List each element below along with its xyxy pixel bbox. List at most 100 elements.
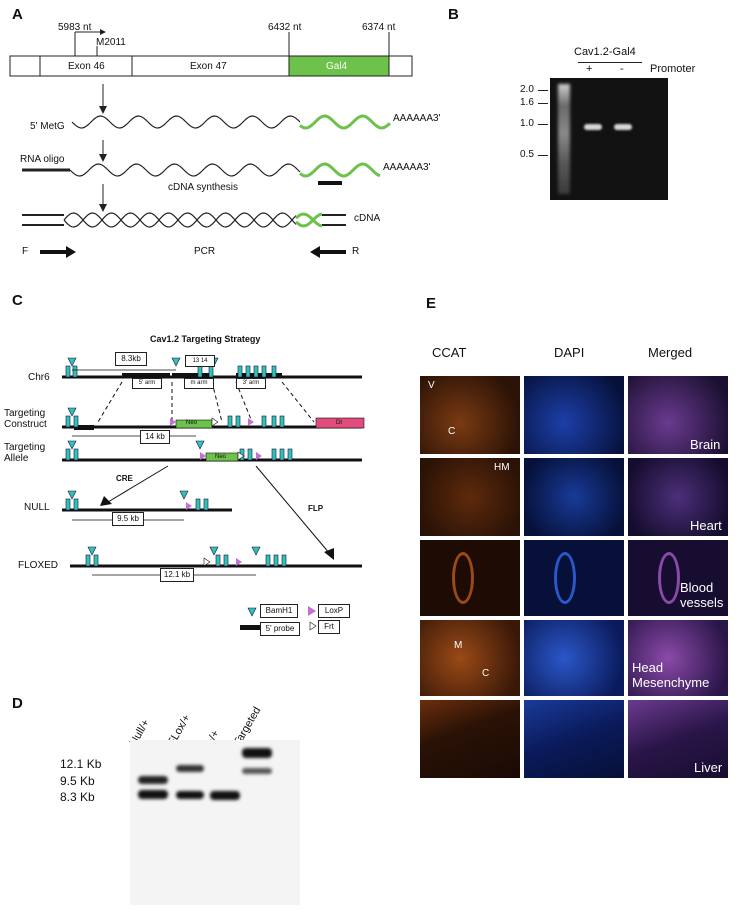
southern-blot bbox=[130, 740, 300, 905]
tile-mesenchyme-ccat bbox=[420, 620, 520, 696]
polya-label-1: AAAAAA3' bbox=[393, 113, 441, 124]
probe-bar bbox=[318, 181, 342, 185]
blot-band-targeted-lower bbox=[242, 768, 272, 774]
tile-liver-merged bbox=[628, 700, 728, 778]
targeting-allele-label: Targeting Allele bbox=[4, 442, 46, 464]
cdna-label: cDNA bbox=[354, 213, 381, 224]
marker-1-6: 1.6 bbox=[520, 97, 534, 108]
cre-label: CRE bbox=[116, 474, 133, 483]
mark-v: V bbox=[428, 380, 435, 391]
ligated-gal4-wave bbox=[299, 162, 381, 178]
promoter-label: Promoter bbox=[650, 63, 696, 75]
tile-brain-merged bbox=[628, 376, 728, 454]
gel-b-image bbox=[550, 78, 668, 200]
gal4-box bbox=[288, 55, 390, 77]
neo-label: Neo bbox=[186, 420, 198, 426]
panel-c-letter: C bbox=[12, 292, 23, 309]
three-prime-arm: 3' arm bbox=[236, 378, 266, 389]
gel-b-title: Cav1.2-Gal4 bbox=[574, 46, 636, 58]
tile-heart-dapi bbox=[524, 458, 624, 536]
promoter-plus: + bbox=[586, 63, 593, 75]
null-label: NULL bbox=[24, 502, 50, 513]
cdna-gal4-b bbox=[295, 212, 323, 228]
tile-vessels-merged bbox=[628, 540, 728, 616]
chr6-label: Chr6 bbox=[28, 372, 50, 383]
blot-band-null-9-5 bbox=[138, 776, 168, 784]
mrna-wave bbox=[71, 115, 301, 129]
size-14kb: 14 kb bbox=[140, 430, 170, 444]
cdna-gal4-a bbox=[295, 212, 323, 228]
band-minus bbox=[614, 124, 632, 130]
row-label-mesenchyme: Head Mesenchyme bbox=[632, 660, 710, 690]
neo-label-2: Neo bbox=[215, 454, 227, 460]
blot-band-flox-8-3 bbox=[176, 791, 204, 799]
five-prime-arm: 5' arm bbox=[132, 378, 162, 389]
tile-heart-ccat bbox=[420, 458, 520, 536]
exon46-label: Exon 46 bbox=[68, 61, 105, 72]
legend-probe: 5' probe bbox=[260, 622, 300, 636]
dt-label: Dt bbox=[336, 420, 342, 426]
tile-vessels-ccat bbox=[420, 540, 520, 616]
tile-heart-merged bbox=[628, 458, 728, 536]
legend-loxp: LoxP bbox=[318, 604, 350, 618]
cdna-strand-b bbox=[63, 212, 297, 228]
tile-mesenchyme-merged bbox=[628, 620, 728, 696]
mark-hm: HM bbox=[494, 462, 510, 473]
metg-label: 5' MetG bbox=[30, 121, 65, 132]
blot-size-9-5: 9.5 Kb bbox=[60, 774, 95, 788]
middle-arm: m arm bbox=[184, 378, 214, 389]
targeting-title: Cav1.2 Targeting Strategy bbox=[150, 334, 261, 344]
tile-liver-ccat bbox=[420, 700, 520, 778]
marker-2-0: 2.0 bbox=[520, 84, 534, 95]
row-label-heart: Heart bbox=[690, 518, 722, 533]
col-dapi: DAPI bbox=[554, 345, 585, 360]
size-12-1kb: 12.1 kb bbox=[160, 568, 194, 582]
promoter-minus: - bbox=[620, 63, 624, 75]
blot-band-null-8-3 bbox=[138, 790, 168, 799]
nt-end-label: 6374 nt bbox=[362, 22, 396, 33]
primer-r-label: R bbox=[352, 246, 360, 257]
col-merged: Merged bbox=[648, 345, 693, 360]
blot-size-12-1: 12.1 Kb bbox=[60, 757, 102, 771]
tile-brain-ccat bbox=[420, 376, 520, 454]
panel-d-letter: D bbox=[12, 695, 23, 712]
legend-bamh1: BamH1 bbox=[260, 604, 298, 618]
targeting-construct-label: Targeting Construct bbox=[4, 408, 47, 430]
primer-f-label: F bbox=[22, 246, 29, 257]
floxed-label: FLOXED bbox=[18, 560, 59, 571]
panel-b-letter: B bbox=[448, 6, 459, 23]
blot-band-targeted-upper bbox=[242, 748, 272, 758]
tile-brain-dapi bbox=[524, 376, 624, 454]
mark-c: C bbox=[448, 426, 456, 437]
nt-start-label: 5983 nt bbox=[58, 22, 92, 33]
polya-label-2: AAAAAA3' bbox=[383, 162, 431, 173]
panel-e-letter: E bbox=[426, 295, 437, 312]
mrna-gal4-wave bbox=[299, 114, 392, 130]
mark-c2: C bbox=[482, 668, 490, 679]
size-8-3kb: 8.3kb bbox=[115, 352, 147, 366]
exon-13-14-label: 13 14 bbox=[185, 355, 215, 367]
panel-c-diagram bbox=[62, 357, 365, 631]
marker-1-0: 1.0 bbox=[520, 118, 534, 129]
flp-label: FLP bbox=[308, 504, 324, 513]
pcr-label: PCR bbox=[194, 246, 216, 257]
band-plus bbox=[584, 124, 602, 130]
col-ccat: CCAT bbox=[432, 345, 467, 360]
legend-frt: Frt bbox=[318, 620, 340, 634]
blot-band-flox-12-1 bbox=[176, 765, 204, 772]
tile-liver-dapi bbox=[524, 700, 624, 778]
mark-m: M bbox=[454, 640, 463, 651]
mutation-label: M2011 bbox=[96, 37, 126, 48]
row-label-liver: Liver bbox=[694, 760, 723, 775]
nt-mid-label: 6432 nt bbox=[268, 22, 302, 33]
cdna-synthesis-label: cDNA synthesis bbox=[168, 182, 239, 193]
blot-band-wt-8-3 bbox=[210, 791, 240, 800]
panel-a-letter: A bbox=[12, 6, 23, 23]
gal4-label: Gal4 bbox=[326, 61, 348, 72]
rna-oligo-label: RNA oligo bbox=[20, 154, 65, 165]
row-label-vessels: Blood vessels bbox=[680, 580, 724, 610]
exon47-label: Exon 47 bbox=[190, 61, 227, 72]
panel-a-diagram bbox=[9, 29, 413, 258]
blot-size-8-3: 8.3 Kb bbox=[60, 790, 95, 804]
